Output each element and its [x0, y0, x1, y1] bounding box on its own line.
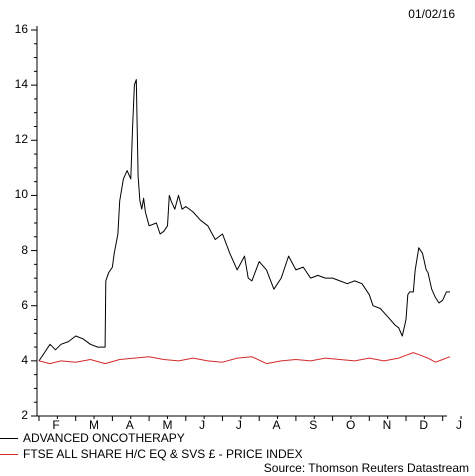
y-tick-label: 16 — [14, 22, 28, 36]
y-tick-label: 2 — [21, 408, 28, 422]
legend-label-ftse-health-care: FTSE ALL SHARE H/C EQ & SVS £ - PRICE IN… — [23, 447, 303, 461]
legend-swatch-ftse-health-care — [0, 454, 18, 455]
source-note: Source: Thomson Reuters Datastream — [263, 461, 469, 475]
y-tick-label: 4 — [21, 352, 28, 367]
chart-axes — [31, 26, 462, 421]
y-tick-label: 14 — [14, 77, 28, 92]
chart-series-layer — [38, 79, 451, 365]
x-tick-label: M — [89, 418, 100, 432]
x-tick-label: A — [272, 418, 281, 432]
x-tick-label: M — [162, 418, 173, 432]
x-tick-label: O — [345, 418, 356, 432]
x-tick-label: S — [309, 418, 318, 432]
x-tick-label: F — [52, 418, 60, 432]
y-tick-label: 6 — [21, 297, 28, 312]
y-tick-label: 8 — [21, 242, 28, 257]
x-tick-label: D — [419, 418, 429, 432]
y-tick-label: 12 — [14, 132, 28, 147]
x-tick-label: J — [199, 418, 206, 432]
x-tick-label: N — [382, 418, 392, 432]
x-tick-label: J — [235, 418, 242, 432]
legend-label-advanced-oncotherapy: ADVANCED ONCOTHERAPY — [23, 431, 185, 445]
x-tick-label: A — [125, 418, 134, 432]
series-line-advanced-oncotherapy — [38, 79, 450, 362]
y-tick-label: 10 — [14, 187, 28, 202]
chart-date-label: 01/02/16 — [408, 7, 455, 21]
series-line-ftse-health-care — [38, 352, 451, 365]
legend-swatch-advanced-oncotherapy — [0, 438, 18, 439]
x-tick-label: J — [456, 418, 463, 432]
